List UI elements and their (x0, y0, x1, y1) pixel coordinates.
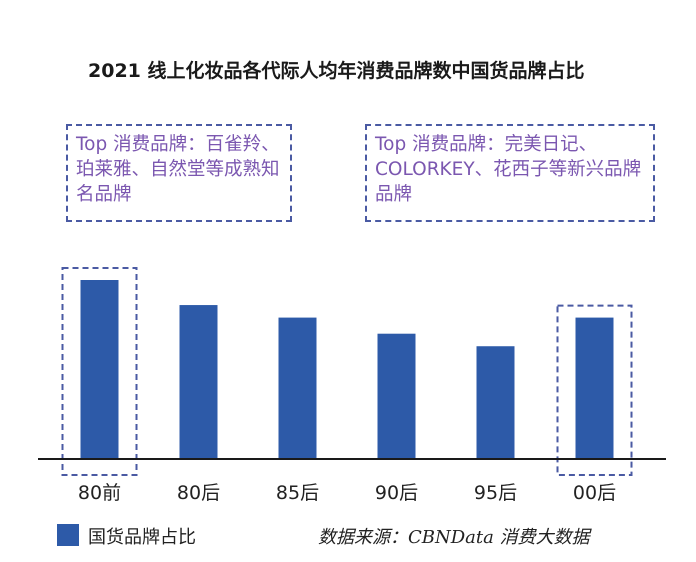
highlight-boxes (61, 267, 633, 476)
x-tick-label-2: 85后 (276, 482, 319, 504)
x-tick-label-0: 80前 (78, 482, 121, 504)
source-note: 数据来源：CBNData 消费大数据 (318, 527, 590, 548)
x-tick-labels: 80前 80后 85后 90后 95后 00后 (78, 482, 616, 504)
bar-4 (476, 346, 515, 459)
bar-3 (377, 333, 416, 459)
bar-0 (80, 280, 119, 459)
bar-5 (575, 317, 614, 459)
x-tick-label-1: 80后 (177, 482, 220, 504)
annotation-box-80-before: Top 消费品牌：百雀羚、珀莱雅、自然堂等成熟知名品牌 (66, 124, 292, 222)
legend-label: 国货品牌占比 (88, 527, 196, 548)
x-tick-label-5: 00后 (573, 482, 616, 504)
highlight-box-5 (556, 304, 633, 476)
annotation-box-00-after: Top 消费品牌：完美日记、COLORKEY、花西子等新兴品牌品牌 (365, 124, 655, 222)
bar-1 (179, 305, 218, 459)
x-tick-label-3: 90后 (375, 482, 418, 504)
bar-2 (278, 317, 317, 459)
x-tick-label-4: 95后 (474, 482, 517, 504)
annotation-text-00-after: Top 消费品牌：完美日记、COLORKEY、花西子等新兴品牌品牌 (375, 134, 642, 205)
chart-title: 2021 线上化妆品各代际人均年消费品牌数中国货品牌占比 (88, 60, 585, 82)
bars (80, 280, 614, 459)
legend-swatch (57, 524, 79, 546)
annotation-text-80-before: Top 消费品牌：百雀羚、珀莱雅、自然堂等成熟知名品牌 (76, 134, 280, 205)
